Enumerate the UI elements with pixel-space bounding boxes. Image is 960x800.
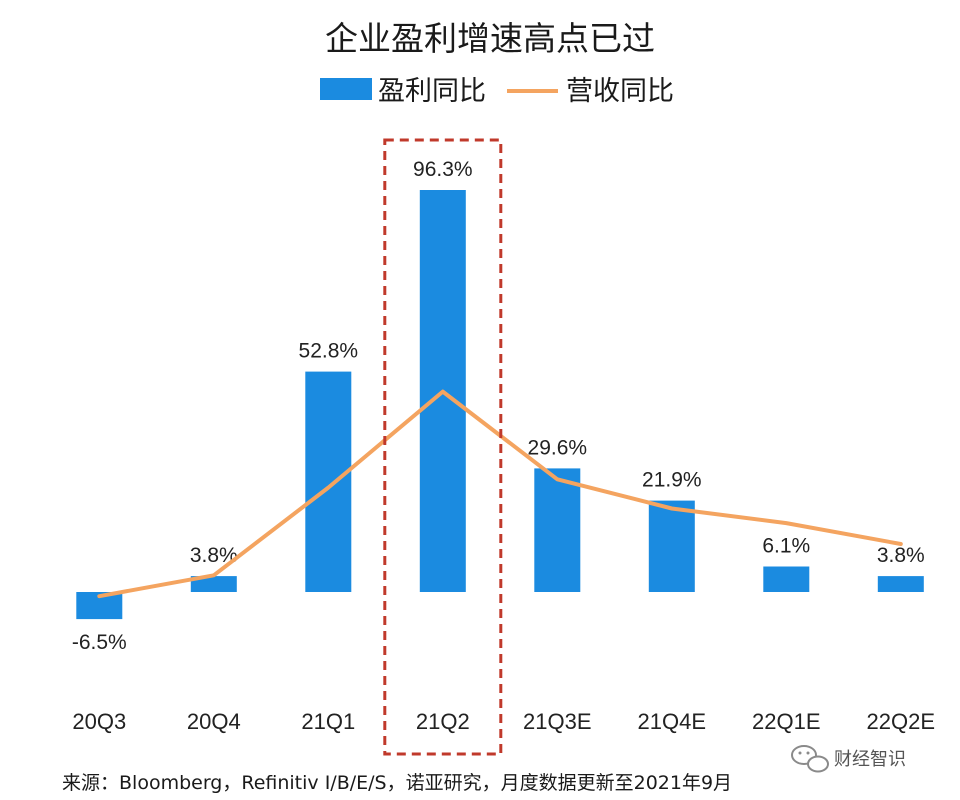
bar-label-20Q3: -6.5% xyxy=(72,631,127,654)
bar-label-21Q2: 96.3% xyxy=(413,158,473,181)
legend-bar-label: 盈利同比 xyxy=(378,76,486,107)
bar-20Q4 xyxy=(190,576,237,592)
source-note: 来源：Bloomberg，Refinitiv I/B/E/S，诺亚研究，月度数据… xyxy=(62,772,732,794)
bar-data-labels: -6.5% 3.8% 52.8% 96.3% 29.6% 21.9% 6.1% 3.8% xyxy=(72,158,925,654)
legend: 盈利同比 营收同比 xyxy=(320,76,674,107)
x-tick-21Q2: 21Q2 xyxy=(416,709,470,734)
bar-label-22Q2E: 3.8% xyxy=(877,544,925,567)
bar-label-20Q4: 3.8% xyxy=(190,544,238,567)
x-tick-22Q1E: 22Q1E xyxy=(752,709,821,734)
wechat-icon xyxy=(791,745,829,773)
watermark: 财经智识 xyxy=(791,745,906,773)
x-tick-22Q2E: 22Q2E xyxy=(867,709,936,734)
chart-title: 企业盈利增速高点已过 xyxy=(325,19,655,58)
x-tick-21Q1: 21Q1 xyxy=(301,709,355,734)
watermark-text: 财经智识 xyxy=(834,749,906,770)
bar-label-22Q1E: 6.1% xyxy=(762,535,810,558)
bar-label-21Q1: 52.8% xyxy=(299,340,359,363)
legend-line-label: 营收同比 xyxy=(566,76,674,107)
highlight-box xyxy=(383,138,503,756)
x-tick-21Q3E: 21Q3E xyxy=(523,709,592,734)
bar-21Q3E xyxy=(534,468,581,592)
bar-22Q2E xyxy=(877,576,924,592)
bar-21Q4E xyxy=(648,500,695,592)
bar-label-21Q3E: 29.6% xyxy=(528,436,588,459)
x-tick-21Q4E: 21Q4E xyxy=(638,709,707,734)
x-axis-tick-labels: 20Q3 20Q4 21Q1 21Q2 21Q3E 21Q4E 22Q1E 22Q2E xyxy=(72,709,935,734)
bar-22Q1E xyxy=(763,566,810,592)
x-tick-20Q3: 20Q3 xyxy=(72,709,126,734)
bar-label-21Q4E: 21.9% xyxy=(642,469,702,492)
legend-bar-swatch xyxy=(320,78,372,100)
bar-21Q1 xyxy=(305,371,352,592)
highlight xyxy=(383,138,503,756)
x-tick-20Q4: 20Q4 xyxy=(187,709,241,734)
